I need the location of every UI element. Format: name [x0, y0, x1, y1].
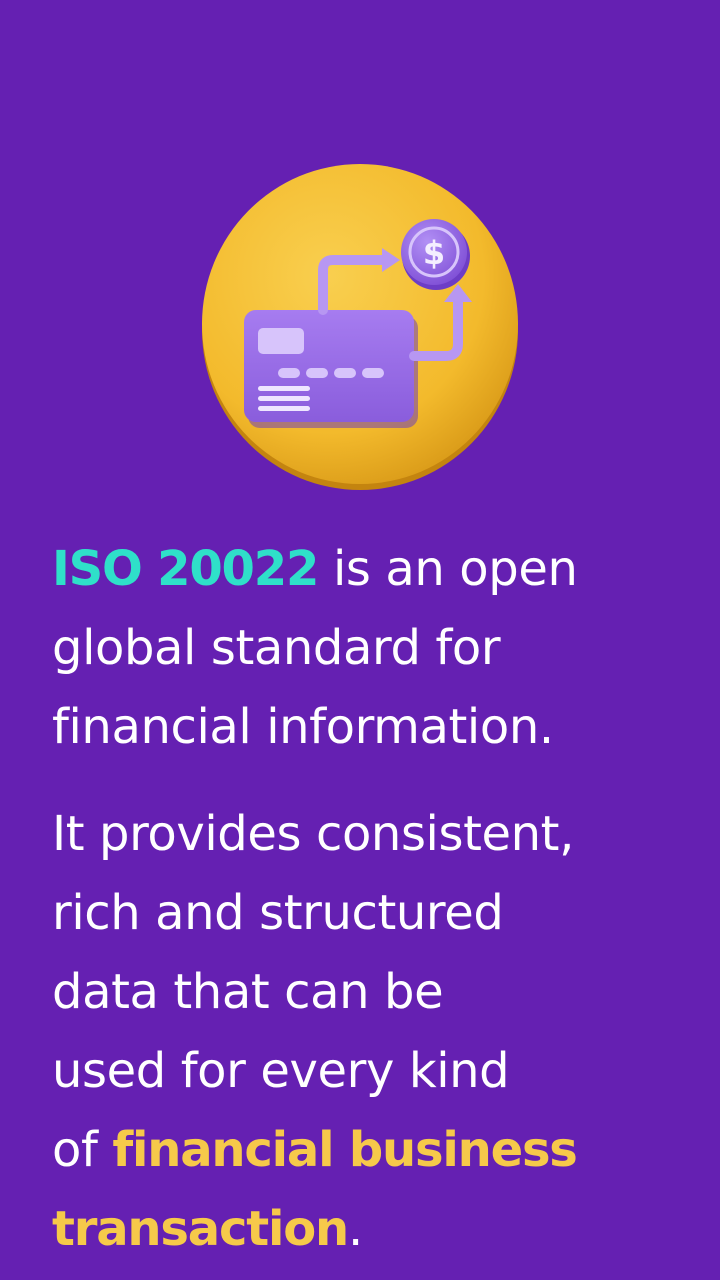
details-line-5: of financial business: [52, 1111, 692, 1190]
details-line-5-prefix: of: [52, 1122, 113, 1178]
dollar-sign: $: [423, 234, 445, 272]
intro-line-2: global standard for: [52, 620, 501, 676]
details-line-6-suffix: .: [347, 1201, 363, 1257]
intro-line-1: ISO 20022 is an open: [52, 530, 692, 609]
intro-paragraph: ISO 20022 is an open global standard for…: [52, 530, 692, 767]
intro-line-3: financial information.: [52, 699, 554, 755]
details-paragraph: It provides consistent, rich and structu…: [52, 795, 692, 1269]
intro-line-1-rest: is an open: [318, 541, 578, 597]
details-line-1: It provides consistent,: [52, 806, 574, 862]
credit-card-payment-icon: $: [200, 160, 520, 492]
details-line-6: transaction.: [52, 1190, 692, 1269]
details-line-3: data that can be: [52, 964, 444, 1020]
transaction-highlight: transaction: [52, 1201, 349, 1257]
details-line-4: used for every kind: [52, 1043, 510, 1099]
details-line-2: rich and structured: [52, 885, 504, 941]
iso-20022-highlight: ISO 20022: [52, 541, 319, 597]
financial-business-highlight: financial business: [112, 1122, 578, 1178]
